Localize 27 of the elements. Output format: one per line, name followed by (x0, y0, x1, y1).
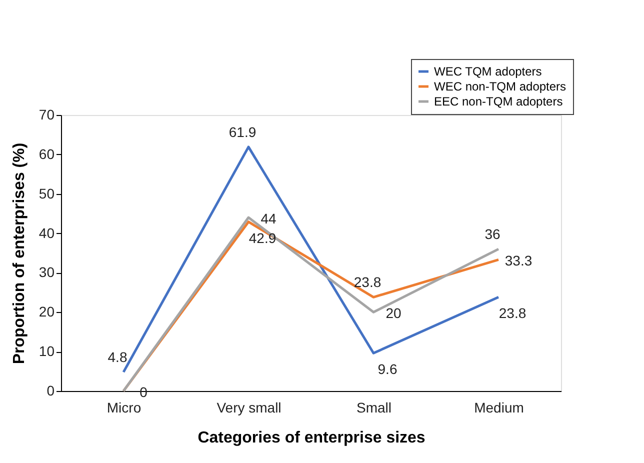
data-label: 20 (386, 305, 402, 322)
data-label: 44 (260, 210, 276, 227)
x-tick-label: Small (356, 400, 392, 416)
y-tick-label: 10 (38, 343, 55, 360)
y-tick-label: 20 (38, 304, 55, 320)
data-label: 9.6 (378, 361, 398, 378)
y-axis-title: Proportion of enterprises (%) (10, 142, 28, 364)
x-tick-label: Medium (474, 400, 524, 416)
x-axis-title: Categories of enterprise sizes (198, 430, 426, 446)
y-tick-label: 70 (38, 106, 55, 122)
y-tick-label: 0 (46, 382, 55, 398)
data-label: 42.9 (248, 230, 276, 246)
data-label: 4.8 (108, 349, 128, 366)
legend-label: EEC non-TQM adopters (434, 94, 563, 108)
data-label: 23.8 (354, 274, 382, 290)
y-tick-label: 60 (38, 146, 55, 162)
y-tick-label: 30 (38, 264, 55, 280)
x-tick-label: Micro (106, 400, 142, 416)
y-tick-label: 40 (38, 224, 55, 241)
y-tick-label: 50 (38, 185, 55, 202)
data-label: 61.9 (228, 124, 256, 140)
data-label: 23.8 (498, 305, 526, 322)
data-label: 33.3 (504, 252, 532, 269)
legend-label: WEC TQM adopters (434, 64, 542, 78)
legend-label: WEC non-TQM adopters (434, 80, 566, 94)
x-tick-label: Very small (216, 400, 282, 416)
data-label: 36 (484, 226, 500, 242)
